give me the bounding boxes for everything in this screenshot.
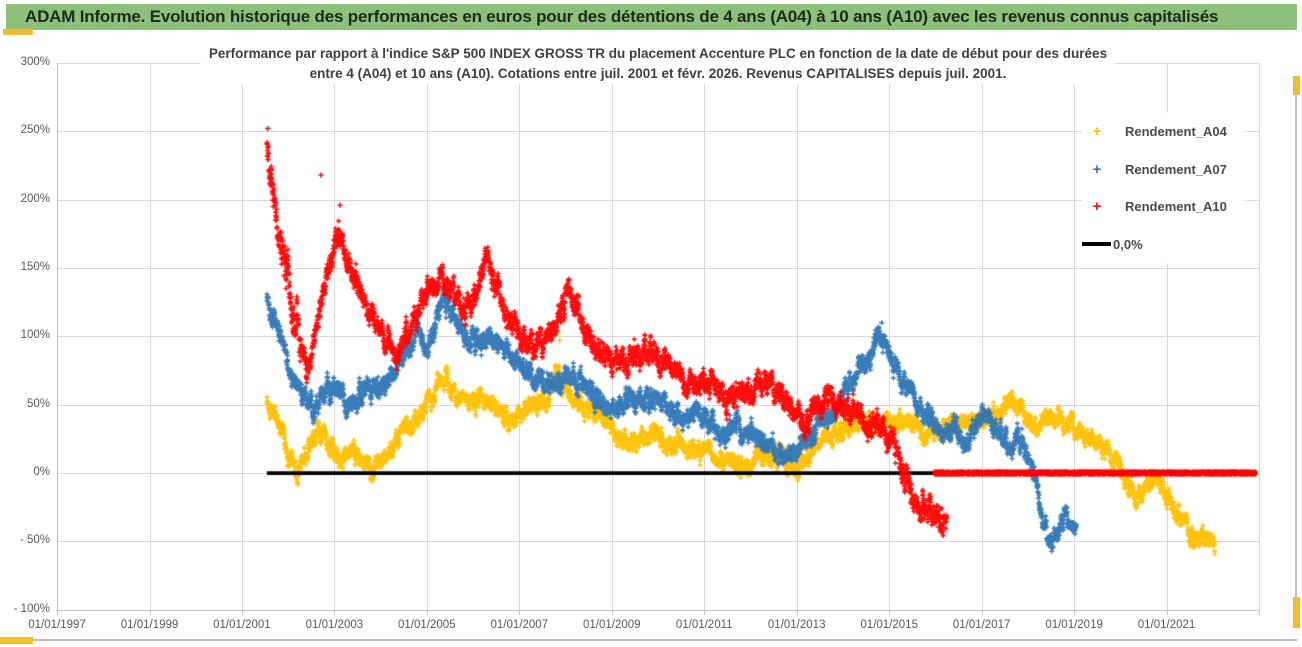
chart-title-line1: Performance par rapport à l'indice S&P 5… [208, 46, 1108, 61]
legend-item: + Rendement_A10 [1082, 188, 1227, 226]
y-tick-label: 0% [33, 466, 50, 478]
x-tick-label: 01/01/2001 [213, 618, 271, 631]
x-tick-label: 01/01/2005 [398, 618, 456, 631]
legend-plus-marker-icon: + [1092, 160, 1102, 178]
legend-plus-marker-icon: + [1092, 123, 1102, 141]
y-tick-label: 100% [20, 329, 50, 342]
x-tick-label: 01/01/2015 [860, 618, 918, 631]
legend-label: Rendement_A07 [1125, 161, 1227, 177]
legend-item: + Rendement_A07 [1082, 151, 1227, 189]
x-tick-label: 01/01/2019 [1045, 618, 1103, 631]
report-header-bar: ADAM Informe. Evolution historique des p… [6, 4, 1297, 30]
y-tick-label: - 50% [19, 534, 50, 547]
x-tick-label: 01/01/1997 [28, 618, 86, 631]
y-tick-label: 200% [20, 192, 50, 205]
x-tick-label: 01/01/2021 [1137, 618, 1196, 631]
x-tick-label: 01/01/2009 [583, 618, 641, 631]
chart-legend: + Rendement_A04 + Rendement_A07 + Rendement_A… [1082, 113, 1245, 263]
x-tick-label: 01/01/2017 [952, 618, 1011, 631]
y-tick-label: 50% [26, 397, 50, 410]
legend-label: Rendement_A04 [1125, 124, 1227, 140]
legend-plus-marker-icon: + [1092, 198, 1102, 216]
x-tick-label: 01/01/1999 [120, 618, 179, 631]
x-tick-label: 01/01/2013 [767, 618, 826, 631]
y-tick-label: - 100% [13, 602, 50, 615]
x-tick-label: 01/01/2011 [675, 618, 733, 631]
performance-chart[interactable]: Performance par rapport à l'indice S&P 5… [0, 30, 1302, 647]
chart-title-box: Performance par rapport à l'indice S&P 5… [200, 44, 1116, 84]
report-title: ADAM Informe. Evolution historique des p… [25, 7, 1219, 26]
x-tick-label: 01/01/2007 [490, 618, 549, 631]
chart-title-line2: entre 4 (A04) et 10 ans (A10). Cotations… [309, 66, 1007, 81]
legend-label: Rendement_A10 [1125, 199, 1227, 215]
x-tick-label: 01/01/2003 [305, 618, 364, 631]
legend-item: + Rendement_A04 [1082, 113, 1227, 151]
legend-item-baseline: 0,0% [1082, 226, 1227, 264]
legend-line-swatch-icon [1082, 242, 1111, 247]
chart-title: Performance par rapport à l'indice S&P 5… [57, 44, 1259, 84]
legend-label: 0,0% [1113, 236, 1143, 252]
y-tick-label: 150% [20, 261, 50, 273]
y-tick-label: 250% [20, 124, 50, 137]
y-tick-label: 300% [20, 56, 50, 68]
